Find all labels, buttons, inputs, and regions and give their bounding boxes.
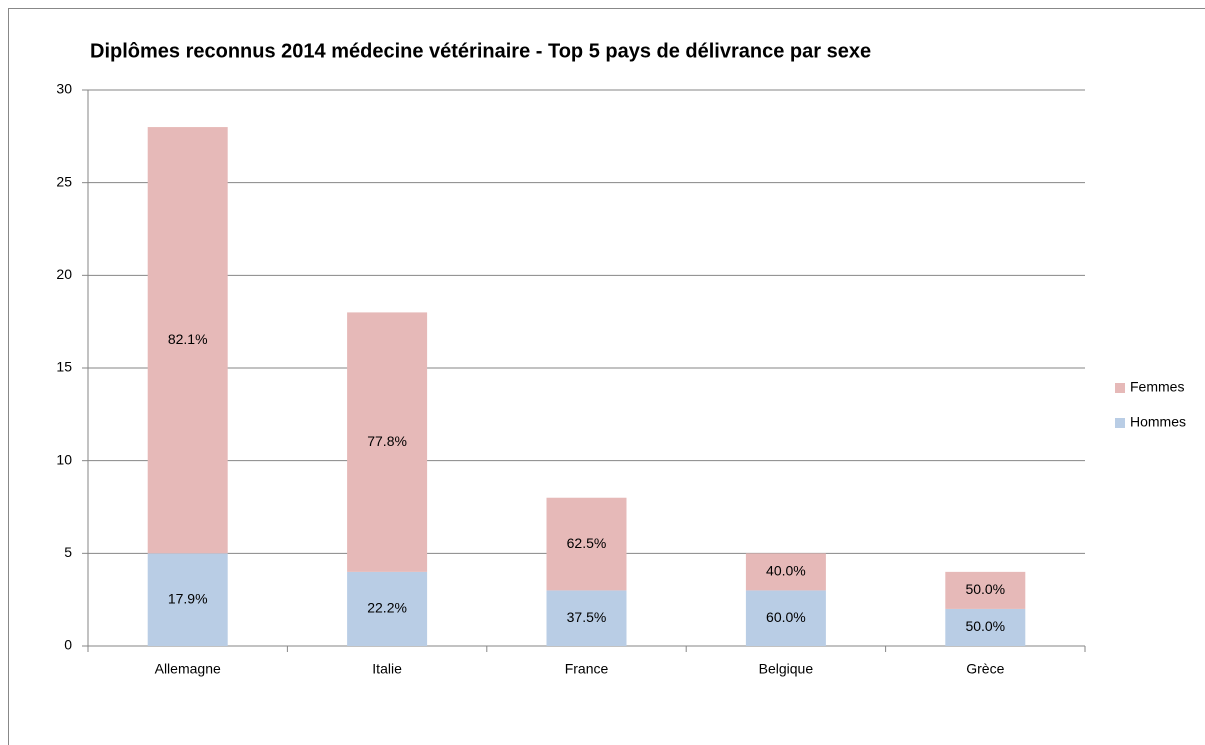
y-tick-label: 0 bbox=[64, 637, 72, 653]
y-tick-label: 10 bbox=[56, 451, 72, 467]
data-label: 37.5% bbox=[567, 609, 607, 625]
bar-segment bbox=[347, 571, 428, 646]
x-tick-label: Grèce bbox=[966, 661, 1004, 677]
bar-segment bbox=[147, 553, 228, 646]
data-label: 40.0% bbox=[766, 563, 806, 579]
data-label: 62.5% bbox=[567, 535, 607, 551]
data-label: 50.0% bbox=[965, 618, 1005, 634]
legend-swatch bbox=[1115, 418, 1125, 428]
y-tick-label: 5 bbox=[64, 544, 72, 560]
x-tick-label: Allemagne bbox=[155, 661, 221, 677]
x-tick-label: France bbox=[565, 661, 609, 677]
legend-label: Femmes bbox=[1130, 379, 1184, 395]
bar-segment bbox=[546, 497, 627, 591]
chart-title: Diplômes reconnus 2014 médecine vétérina… bbox=[90, 40, 871, 62]
bar-segment bbox=[147, 127, 228, 554]
bar-segment bbox=[945, 608, 1026, 646]
legend-label: Hommes bbox=[1130, 414, 1186, 430]
data-label: 77.8% bbox=[367, 433, 407, 449]
y-tick-label: 15 bbox=[56, 359, 72, 375]
y-tick-label: 25 bbox=[56, 173, 72, 189]
y-tick-label: 30 bbox=[56, 81, 72, 97]
data-label: 82.1% bbox=[168, 331, 208, 347]
x-tick-label: Belgique bbox=[759, 661, 814, 677]
legend-swatch bbox=[1115, 383, 1125, 393]
y-tick-label: 20 bbox=[56, 266, 72, 282]
data-label: 50.0% bbox=[965, 581, 1005, 597]
data-label: 17.9% bbox=[168, 590, 208, 606]
bar-segment bbox=[745, 590, 826, 646]
bar-segment bbox=[945, 571, 1026, 609]
data-label: 22.2% bbox=[367, 600, 407, 616]
bar-segment bbox=[745, 553, 826, 591]
x-tick-label: Italie bbox=[372, 661, 402, 677]
bar-segment bbox=[546, 590, 627, 646]
bar-segment bbox=[347, 312, 428, 572]
data-label: 60.0% bbox=[766, 609, 806, 625]
